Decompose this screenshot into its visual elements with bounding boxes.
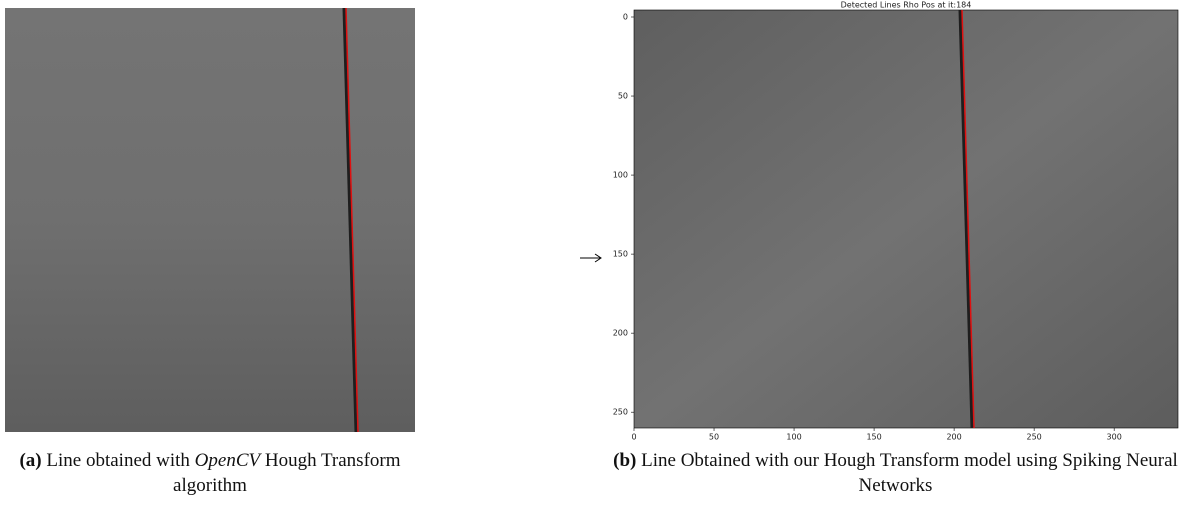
- x-tick-label: 200: [946, 433, 961, 442]
- y-tick-label: 250: [613, 408, 628, 417]
- y-tick-label: 50: [618, 92, 628, 101]
- plot-title: Detected Lines Rho Pos at it:184: [841, 1, 972, 10]
- x-tick-label: 150: [866, 433, 881, 442]
- photo-b: [633, 9, 1179, 429]
- y-tick-label: 200: [613, 329, 628, 338]
- caption-text: Hough Transform algorithm: [173, 450, 401, 496]
- x-tick-label: 0: [631, 433, 636, 442]
- caption-label: (b): [613, 450, 637, 471]
- arrow: [580, 253, 602, 263]
- dark-edge: [342, 7, 358, 433]
- caption-text: Line obtained with: [46, 450, 190, 471]
- caption-label: (a): [19, 450, 42, 471]
- y-tick-label: 150: [613, 250, 628, 259]
- x-tick-label: 300: [1107, 433, 1122, 442]
- caption-a: (a) Line obtained with OpenCV Hough Tran…: [5, 448, 415, 498]
- dark-edge: [958, 9, 974, 429]
- y-tick-label: 100: [613, 171, 628, 180]
- detected-line: [961, 9, 975, 429]
- y-tick-label: 0: [623, 13, 628, 22]
- caption-text: Line Obtained with our Hough Transform m…: [641, 450, 1178, 496]
- x-tick-label: 100: [786, 433, 801, 442]
- x-tick-label: 50: [709, 433, 719, 442]
- caption-emphasis: OpenCV: [194, 450, 261, 471]
- detected-line: [345, 7, 359, 433]
- x-tick-label: 250: [1027, 433, 1042, 442]
- caption-b: (b) Line Obtained with our Hough Transfo…: [608, 448, 1183, 498]
